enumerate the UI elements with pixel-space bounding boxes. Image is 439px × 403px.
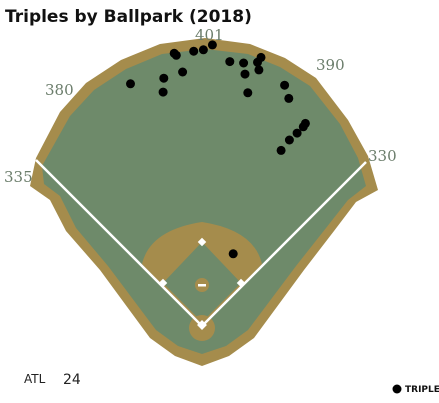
- triple-point-13: [254, 65, 264, 75]
- first-base: [236, 278, 246, 288]
- distance-label-center: 401: [195, 26, 224, 44]
- triple-point-6: [225, 57, 235, 67]
- triple-points: [126, 40, 310, 259]
- triple-point-14: [126, 79, 135, 89]
- distance-label-right-line: 330: [368, 147, 397, 165]
- pitchers-rubber: [198, 284, 206, 287]
- triple-point-11: [159, 73, 169, 83]
- triple-point-24: [228, 249, 238, 259]
- field: [30, 38, 378, 366]
- legend: TRIPLE: [392, 384, 439, 395]
- triple-point-7: [239, 58, 249, 68]
- home-plate: [197, 320, 207, 330]
- left-foul-line: [35, 159, 203, 327]
- triple-count: 24: [63, 372, 81, 388]
- triple-point-2: [198, 45, 208, 55]
- triple-point-17: [243, 88, 253, 98]
- third-base: [158, 278, 168, 288]
- second-base: [197, 237, 207, 247]
- team-label: ATL: [24, 372, 46, 386]
- triple-point-23: [276, 145, 286, 155]
- triple-point-1: [207, 40, 217, 50]
- triple-point-15: [158, 87, 168, 97]
- triple-point-20: [298, 122, 308, 132]
- triple-point-18: [284, 93, 294, 103]
- outfield-grass: [42, 49, 366, 354]
- chart-title: Triples by Ballpark (2018): [5, 7, 252, 27]
- triple-point-9: [256, 52, 266, 62]
- triple-point-16: [280, 80, 290, 90]
- distance-label-left-line: 335: [4, 168, 33, 186]
- legend-label: TRIPLE: [405, 385, 439, 395]
- legend-marker: [392, 384, 402, 394]
- triple-point-3: [189, 46, 199, 56]
- triple-point-12: [240, 69, 250, 79]
- right-foul-line: [201, 161, 367, 327]
- distance-label-right-center: 390: [316, 56, 345, 74]
- triple-point-5: [171, 50, 181, 60]
- triple-point-21: [292, 128, 302, 138]
- triple-point-22: [284, 135, 294, 145]
- triple-point-10: [178, 67, 188, 77]
- distance-label-left-center: 380: [45, 81, 74, 99]
